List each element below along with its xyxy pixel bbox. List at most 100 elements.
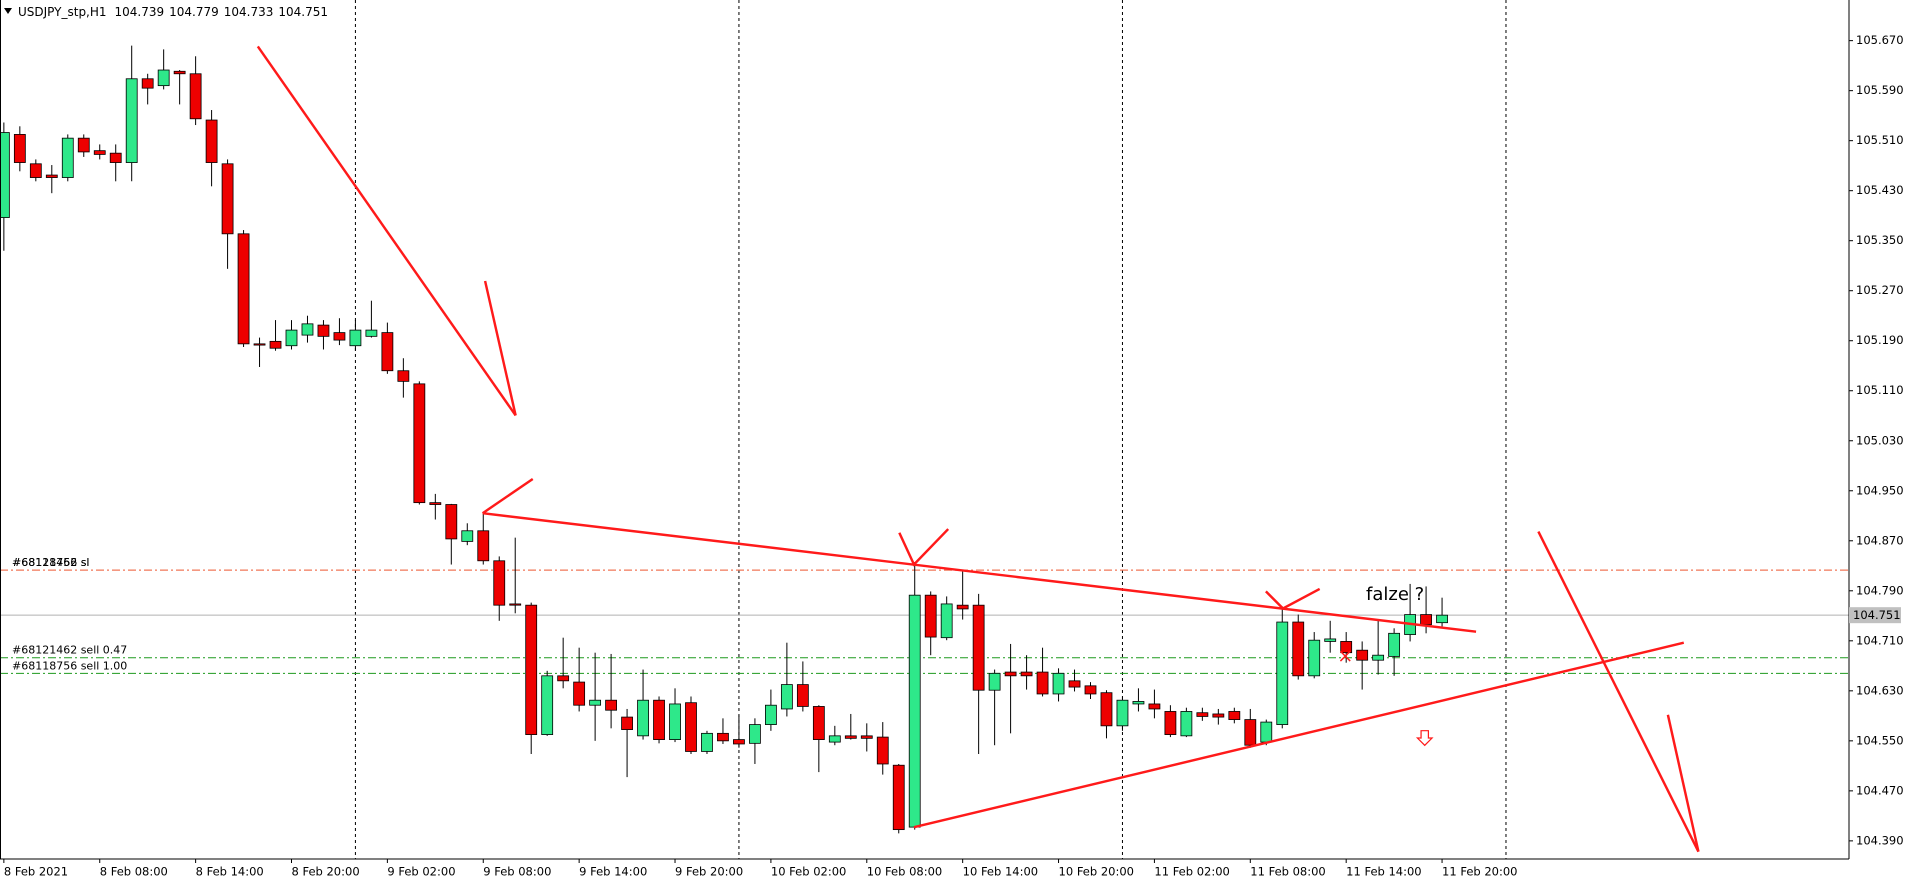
candle-body — [653, 699, 665, 740]
trend-line — [1666, 714, 1700, 852]
candle-body — [189, 73, 202, 120]
candle-body — [157, 69, 170, 87]
y-tick-label: 105.190 — [1856, 333, 1904, 347]
candle-body — [13, 134, 26, 163]
candle-body — [780, 684, 793, 710]
header-open: 104.739 — [115, 5, 165, 19]
check-mark — [481, 477, 534, 515]
y-tick-label: 105.670 — [1856, 33, 1904, 47]
candle-body — [525, 604, 538, 735]
x-tick-label: 10 Feb 20:00 — [1059, 865, 1134, 879]
y-tick-label: 104.790 — [1856, 583, 1904, 597]
x-tick-label: 9 Feb 08:00 — [483, 865, 551, 879]
candle-body — [125, 78, 138, 163]
candle-body — [509, 603, 522, 606]
x-tick-label: 11 Feb 02:00 — [1154, 865, 1229, 879]
candle-body — [1100, 692, 1113, 727]
candle-body — [1164, 711, 1177, 735]
candle-body — [1420, 614, 1432, 625]
trend-line — [1537, 530, 1700, 853]
x-tick-label: 10 Feb 14:00 — [963, 865, 1038, 879]
candle-body — [765, 704, 777, 725]
axes: 105.670 105.590 105.510 105.430 105.350 105.2… — [3, 33, 1904, 879]
candle-body — [429, 502, 442, 505]
candle-body — [1020, 671, 1033, 677]
candle-body — [1132, 701, 1145, 705]
x-tick-label: 8 Feb 2021 — [4, 865, 68, 879]
candle-body — [445, 504, 458, 540]
x-tick-label: 11 Feb 20:00 — [1442, 865, 1517, 879]
candle-body — [365, 329, 378, 337]
candle-body — [956, 604, 969, 610]
candle-body — [1148, 703, 1161, 710]
x-tick-label: 10 Feb 02:00 — [771, 865, 846, 879]
y-tick-label: 105.350 — [1856, 233, 1904, 247]
candle-body — [1308, 639, 1321, 677]
candle-body — [333, 332, 346, 341]
candle-body — [637, 699, 649, 737]
candle-body — [844, 735, 857, 739]
price-tag — [1849, 607, 1901, 624]
candle-body — [285, 329, 298, 347]
candle-body — [1436, 614, 1448, 624]
candle-body — [892, 764, 905, 831]
candle-body — [669, 703, 681, 740]
x-tick-label: 9 Feb 20:00 — [675, 865, 743, 879]
candle-body — [77, 137, 90, 153]
candle-body — [1340, 641, 1353, 654]
candle-body — [1116, 699, 1129, 727]
candle-body — [221, 163, 234, 235]
y-tick-label: 105.430 — [1856, 183, 1904, 197]
y-tick-label: 104.630 — [1856, 683, 1904, 697]
support-line — [913, 641, 1685, 829]
candle-body — [685, 702, 697, 752]
header-close: 104.751 — [278, 5, 328, 19]
down-arrow-marker — [1415, 730, 1434, 747]
candle-body — [557, 675, 570, 682]
y-tick-label: 105.110 — [1856, 383, 1904, 397]
frame — [0, 0, 1850, 860]
candle-body — [381, 332, 394, 372]
candle-body — [397, 370, 410, 382]
candle-body — [876, 736, 889, 765]
candle-body — [413, 383, 426, 504]
candle-body — [301, 323, 314, 336]
candle-body — [269, 340, 282, 349]
candle-body — [493, 560, 506, 606]
x-tick-label: 9 Feb 02:00 — [387, 865, 455, 879]
candle-body — [701, 732, 713, 752]
candle-body — [988, 672, 1001, 691]
y-tick-label: 105.510 — [1856, 133, 1904, 147]
candle-body — [1292, 621, 1305, 677]
candle-body — [349, 329, 362, 347]
candle-body — [828, 735, 841, 743]
candle-body — [1228, 711, 1241, 720]
x-tick-label: 10 Feb 08:00 — [867, 865, 942, 879]
candles — [0, 45, 1448, 834]
y-tick-label: 104.870 — [1856, 533, 1904, 547]
candle-body — [573, 681, 586, 706]
y-tick-label: 104.550 — [1856, 733, 1904, 747]
candle-body — [1324, 638, 1337, 642]
candle-body — [45, 174, 58, 178]
y-tick-label: 105.030 — [1856, 433, 1904, 447]
candle-body — [1004, 671, 1017, 677]
candle-body — [812, 706, 825, 740]
candle-body — [1036, 671, 1049, 695]
candle-body — [749, 724, 761, 744]
candle-body — [908, 594, 921, 828]
header-high: 104.779 — [169, 5, 219, 19]
candle-body — [621, 716, 633, 730]
price-tag-label: 104.751 — [1853, 608, 1901, 622]
y-tick-label: 104.390 — [1856, 833, 1904, 847]
candle-body — [1196, 712, 1209, 717]
x-tick-label: 9 Feb 14:00 — [579, 865, 647, 879]
candle-body — [237, 233, 250, 345]
cross-marker — [1339, 650, 1351, 662]
candle-body — [717, 732, 729, 742]
candle-body — [541, 675, 554, 735]
trend-drawings — [256, 45, 1700, 853]
candle-body — [1388, 632, 1401, 657]
check-mark — [1265, 587, 1321, 611]
